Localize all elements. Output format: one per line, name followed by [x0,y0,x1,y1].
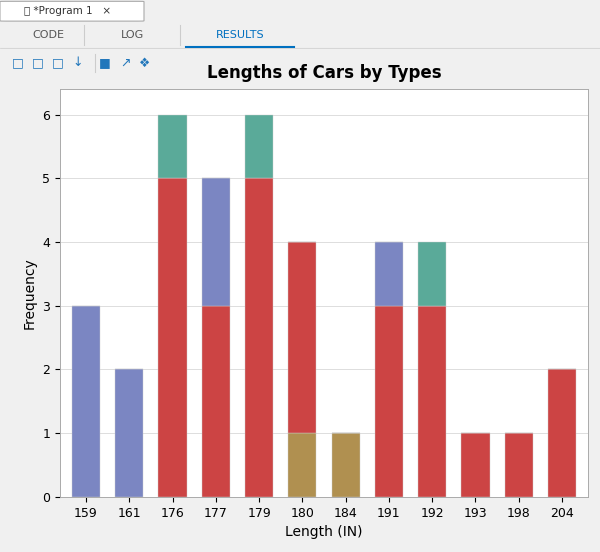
Bar [158,114,187,178]
FancyBboxPatch shape [0,1,144,21]
Text: □: □ [12,56,24,70]
Text: ↗: ↗ [120,56,130,70]
Bar [245,178,273,497]
X-axis label: Length (IN): Length (IN) [285,525,363,539]
Bar [418,306,446,497]
Y-axis label: Frequency: Frequency [23,257,37,329]
Bar [548,369,576,497]
Text: RESULTS: RESULTS [215,30,265,40]
Bar [288,242,316,433]
Title: Lengths of Cars by Types: Lengths of Cars by Types [206,64,442,82]
Bar [461,433,490,497]
Bar [245,114,273,178]
Text: LOG: LOG [121,30,143,40]
Text: □: □ [32,56,44,70]
Text: ■: ■ [99,56,111,70]
Bar [158,178,187,497]
Bar [115,369,143,497]
Text: ↓: ↓ [73,56,83,70]
Bar [505,433,533,497]
Bar [375,306,403,497]
Bar [202,178,230,306]
Text: □: □ [52,56,64,70]
Bar [202,306,230,497]
Text: ⎙ *Program 1   ×: ⎙ *Program 1 × [24,6,111,15]
Text: ❖: ❖ [139,56,151,70]
Bar [72,306,100,497]
Text: CODE: CODE [32,30,64,40]
Bar [288,433,316,497]
Bar [418,242,446,306]
Bar [332,433,360,497]
Bar [375,242,403,306]
